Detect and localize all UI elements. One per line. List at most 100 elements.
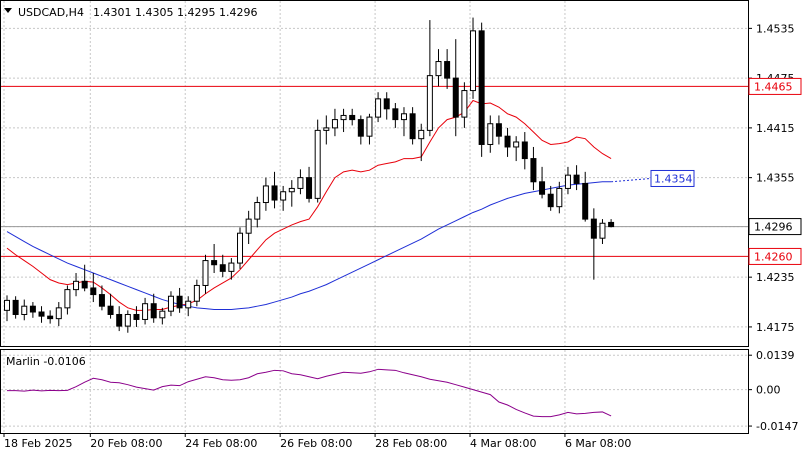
- bear-candle: [478, 30, 485, 145]
- x-tick-label: 20 Feb 08:00: [90, 437, 162, 450]
- y-tick-label: 1.4355: [756, 172, 795, 185]
- bear-candle: [582, 182, 589, 220]
- x-tick-label: 6 Mar 08:00: [565, 437, 631, 450]
- bear-candle: [12, 299, 19, 315]
- x-tick-label: 26 Feb 08:00: [280, 437, 352, 450]
- bear-candle: [98, 294, 105, 307]
- dropdown-triangle-icon[interactable]: [4, 8, 12, 13]
- bear-candle: [38, 311, 45, 317]
- bull-candle: [237, 232, 244, 264]
- current-price-label: 1.4296: [754, 221, 793, 234]
- bear-candle: [495, 123, 502, 137]
- slow-ma-projection: [611, 177, 652, 183]
- bull-candle: [262, 185, 269, 204]
- bear-candle: [590, 218, 597, 239]
- bull-candle: [254, 202, 261, 220]
- level-tag: [748, 247, 802, 265]
- bull-candle: [297, 177, 304, 189]
- bull-candle: [21, 305, 28, 315]
- osc-tick-label: 0.00: [756, 384, 781, 397]
- bear-candle: [107, 305, 114, 315]
- horizontal-levels: [1, 85, 748, 257]
- bear-candle: [357, 119, 364, 137]
- bull-candle: [418, 129, 425, 140]
- y-tick-label: 1.4175: [756, 321, 795, 334]
- price-panel-frame: [0, 0, 749, 347]
- bear-candle: [521, 141, 528, 160]
- bull-candle: [599, 222, 606, 239]
- bull-candle: [64, 289, 71, 309]
- ohlc-values: 1.4301 1.4305 1.4295 1.4296: [93, 6, 257, 19]
- bull-candle: [193, 284, 200, 302]
- current-price-tag: [748, 218, 802, 236]
- oscillator-line: [7, 368, 612, 418]
- x-tick-label: 24 Feb 08:00: [185, 437, 257, 450]
- oscillator-panel-frame: [0, 349, 749, 434]
- bull-candle: [400, 113, 407, 121]
- bear-candle: [29, 305, 36, 313]
- bear-candle: [452, 77, 459, 118]
- projection-label: 1.4354: [654, 172, 693, 185]
- bull-candle: [314, 129, 321, 199]
- x-tick-label: 4 Mar 08:00: [470, 437, 536, 450]
- bull-candle: [426, 75, 433, 131]
- bull-candle: [4, 299, 10, 311]
- slow-ma-line: [6, 181, 612, 311]
- bear-candle: [383, 98, 390, 110]
- bear-candle: [176, 295, 183, 309]
- bear-candle: [271, 185, 278, 201]
- level-tag-label: 1.4260: [754, 250, 793, 263]
- bear-candle: [608, 221, 615, 228]
- grid: [1, 1, 748, 433]
- fast-ma-line: [6, 99, 612, 311]
- x-tick-label: 18 Feb 2025: [4, 437, 72, 450]
- marlin-line: [7, 368, 612, 418]
- bear-candle: [573, 174, 580, 184]
- level-tag-label: 1.4465: [754, 80, 793, 93]
- bull-candle: [366, 116, 373, 137]
- bull-candle: [461, 90, 468, 118]
- bull-candle: [513, 141, 520, 148]
- bull-candle: [556, 187, 563, 208]
- oscillator-title: Marlin -0.0106: [6, 355, 86, 368]
- axes: 1.45351.44751.44151.43551.42961.42351.41…: [3, 22, 798, 450]
- candles: [4, 17, 615, 333]
- bull-candle: [185, 300, 192, 309]
- bear-candle: [349, 114, 356, 121]
- bull-candle: [73, 280, 80, 291]
- bear-candle: [219, 264, 226, 272]
- bear-candle: [306, 177, 313, 199]
- bear-candle: [547, 193, 554, 208]
- bear-candle: [530, 158, 537, 183]
- bear-candle: [81, 280, 88, 289]
- price-tags: 1.4465 1.4260 1.4296 1.4354: [650, 77, 802, 265]
- bull-candle: [167, 295, 174, 312]
- bear-candle: [409, 113, 416, 140]
- bull-candle: [142, 303, 149, 320]
- bear-candle: [116, 313, 123, 327]
- bull-candle: [280, 191, 287, 201]
- bull-candle: [340, 114, 347, 121]
- x-tick-label: 28 Feb 08:00: [375, 437, 447, 450]
- bull-candle: [470, 30, 477, 92]
- bear-candle: [539, 181, 546, 195]
- bear-candle: [211, 260, 218, 266]
- bear-candle: [90, 287, 97, 296]
- bull-candle: [228, 262, 235, 272]
- osc-tick-label: 0.0139: [756, 349, 795, 362]
- bull-candle: [331, 119, 338, 129]
- y-tick-label: 1.4415: [756, 122, 795, 135]
- bull-candle: [159, 310, 166, 319]
- bull-candle: [55, 307, 62, 320]
- bull-candle: [245, 218, 252, 234]
- bull-candle: [323, 127, 330, 131]
- symbol-label: USDCAD,H4: [18, 6, 84, 19]
- bull-candle: [288, 187, 295, 193]
- bull-candle: [124, 313, 131, 327]
- level-tag: [748, 77, 802, 95]
- bear-candle: [133, 313, 140, 320]
- bear-candle: [47, 315, 54, 320]
- bull-candle: [564, 174, 571, 189]
